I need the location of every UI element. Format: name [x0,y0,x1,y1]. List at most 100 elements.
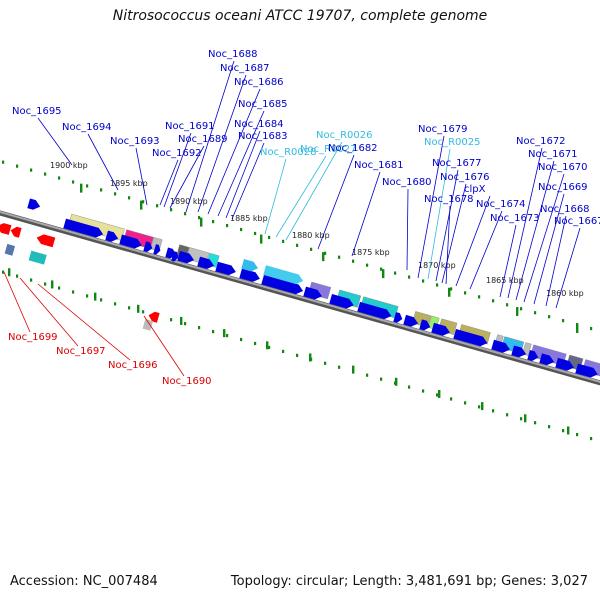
forward-gene-arrow [555,357,574,371]
kbp-tick-label: 1875 kbp [352,248,390,257]
inner-tick-dot [58,286,61,290]
gene-label-noc-1691: Noc_1691 [165,121,215,132]
gene-label-noc-1670: Noc_1670 [538,162,588,173]
forward-gene-arrow [105,230,119,242]
outer-tick-dot [548,315,551,319]
inner-major-tick [266,341,269,350]
kbp-tick-mark [260,234,263,244]
inner-tick-dot [380,377,383,381]
outer-tick-dot [296,243,299,247]
label-leader-line [231,142,265,220]
inner-tick-dot [282,349,285,354]
backbone-highlight [0,210,600,383]
label-leader-line [406,188,409,271]
forward-gene-arrow [403,314,419,327]
outer-tick-dot [254,231,257,236]
outer-tick-dot [464,291,467,295]
kbp-tick-mark [576,324,579,334]
label-leader-line [317,154,355,250]
outer-tick-dot [2,160,5,164]
inner-tick-dot [254,341,257,346]
forward-gene-arrow [357,301,392,320]
label-leader-line [555,227,581,309]
gene-label-noc-1686: Noc_1686 [234,77,284,88]
inner-tick-dot [198,326,201,330]
inner-tick-dot [16,274,19,278]
inner-tick-dot [366,373,369,377]
gene-label-noc-1668: Noc_1668 [540,204,590,215]
label-leader-line [197,74,247,213]
gene-label-noc-1685: Noc_1685 [238,99,288,110]
label-leader-line [417,135,445,279]
outer-tick-dot [240,227,243,232]
gene-label-noc-1667: Noc_1667 [554,216,600,227]
gene-label-noc-1672: Noc_1672 [516,136,566,147]
kbp-tick-label: 1890 kbp [170,197,208,206]
gene-label-noc-1681: Noc_1681 [354,160,404,171]
label-leader-line [264,158,287,235]
gene-label-noc-1673: Noc_1673 [490,213,540,224]
inner-tick-dot [436,393,439,397]
outer-tick-dot [324,251,327,255]
forward-gene-arrow [393,312,403,323]
label-leader-line [37,283,131,361]
outer-tick-dot [100,188,103,192]
gene-label-noc-1696: Noc_1696 [108,360,158,371]
inner-tick-dot [240,337,243,342]
gene-label-noc-1682: Noc_1682 [328,143,378,154]
forward-gene-arrow [419,319,431,331]
inner-major-tick [309,353,312,362]
outer-tick-dot [534,311,537,315]
label-leader-line [225,130,261,219]
kbp-tick-label: 1900 kbp [50,161,88,170]
inner-tick-dot [324,361,327,365]
forward-gene-arrow [143,241,153,253]
backbone [0,210,600,386]
inner-tick-dot [464,401,467,405]
inner-tick-dot [170,318,173,322]
gene-label-noc-r0027: Noc_R0027 [300,144,357,155]
label-leader-line [217,110,265,217]
gene-label-noc-1695: Noc_1695 [12,106,62,117]
inner-major-tick [51,280,54,289]
gene-label-noc-1694: Noc_1694 [62,122,112,133]
outer-tick-dot [44,172,47,176]
label-leader-line [351,171,381,257]
gene-label-noc-1671: Noc_1671 [528,149,578,160]
outer-tick-dot [72,180,75,184]
inner-tick-dot [520,417,523,421]
inner-tick-dot [492,409,495,413]
inner-tick-dot [128,306,131,310]
kbp-tick-label: 1870 kbp [418,261,456,270]
forward-gene-arrow [197,256,215,269]
inner-tick-dot [562,429,565,433]
kbp-tick-label: 1895 kbp [110,179,148,188]
accession-text: Accession: NC_007484 [10,574,158,589]
outer-tick-dot [16,164,19,168]
gene-label-noc-1690: Noc_1690 [162,376,212,387]
gene-label-noc-1684: Noc_1684 [234,119,284,130]
gene-label-noc-1688: Noc_1688 [208,49,258,60]
forward-gene-arrow [527,349,539,361]
kbp-tick-mark [516,307,519,317]
inner-tick-dot [534,421,537,425]
forward-gene-arrow [575,363,598,378]
inner-major-tick [438,389,441,398]
reverse-gene-arrow [36,234,56,248]
label-leader-line [523,173,565,303]
inner-tick-dot [576,433,579,437]
label-leader-line [455,195,491,287]
inner-major-tick [481,402,484,411]
inner-major-tick [223,329,226,338]
outer-tick-dot [590,326,593,331]
inner-major-tick [94,292,97,301]
inner-tick-dot [44,282,47,286]
label-leader-line [435,169,459,282]
label-leader-line [275,155,327,238]
forward-gene-arrow [215,261,236,276]
outer-tick-dot [198,216,201,220]
inner-tick-dot [590,436,593,441]
